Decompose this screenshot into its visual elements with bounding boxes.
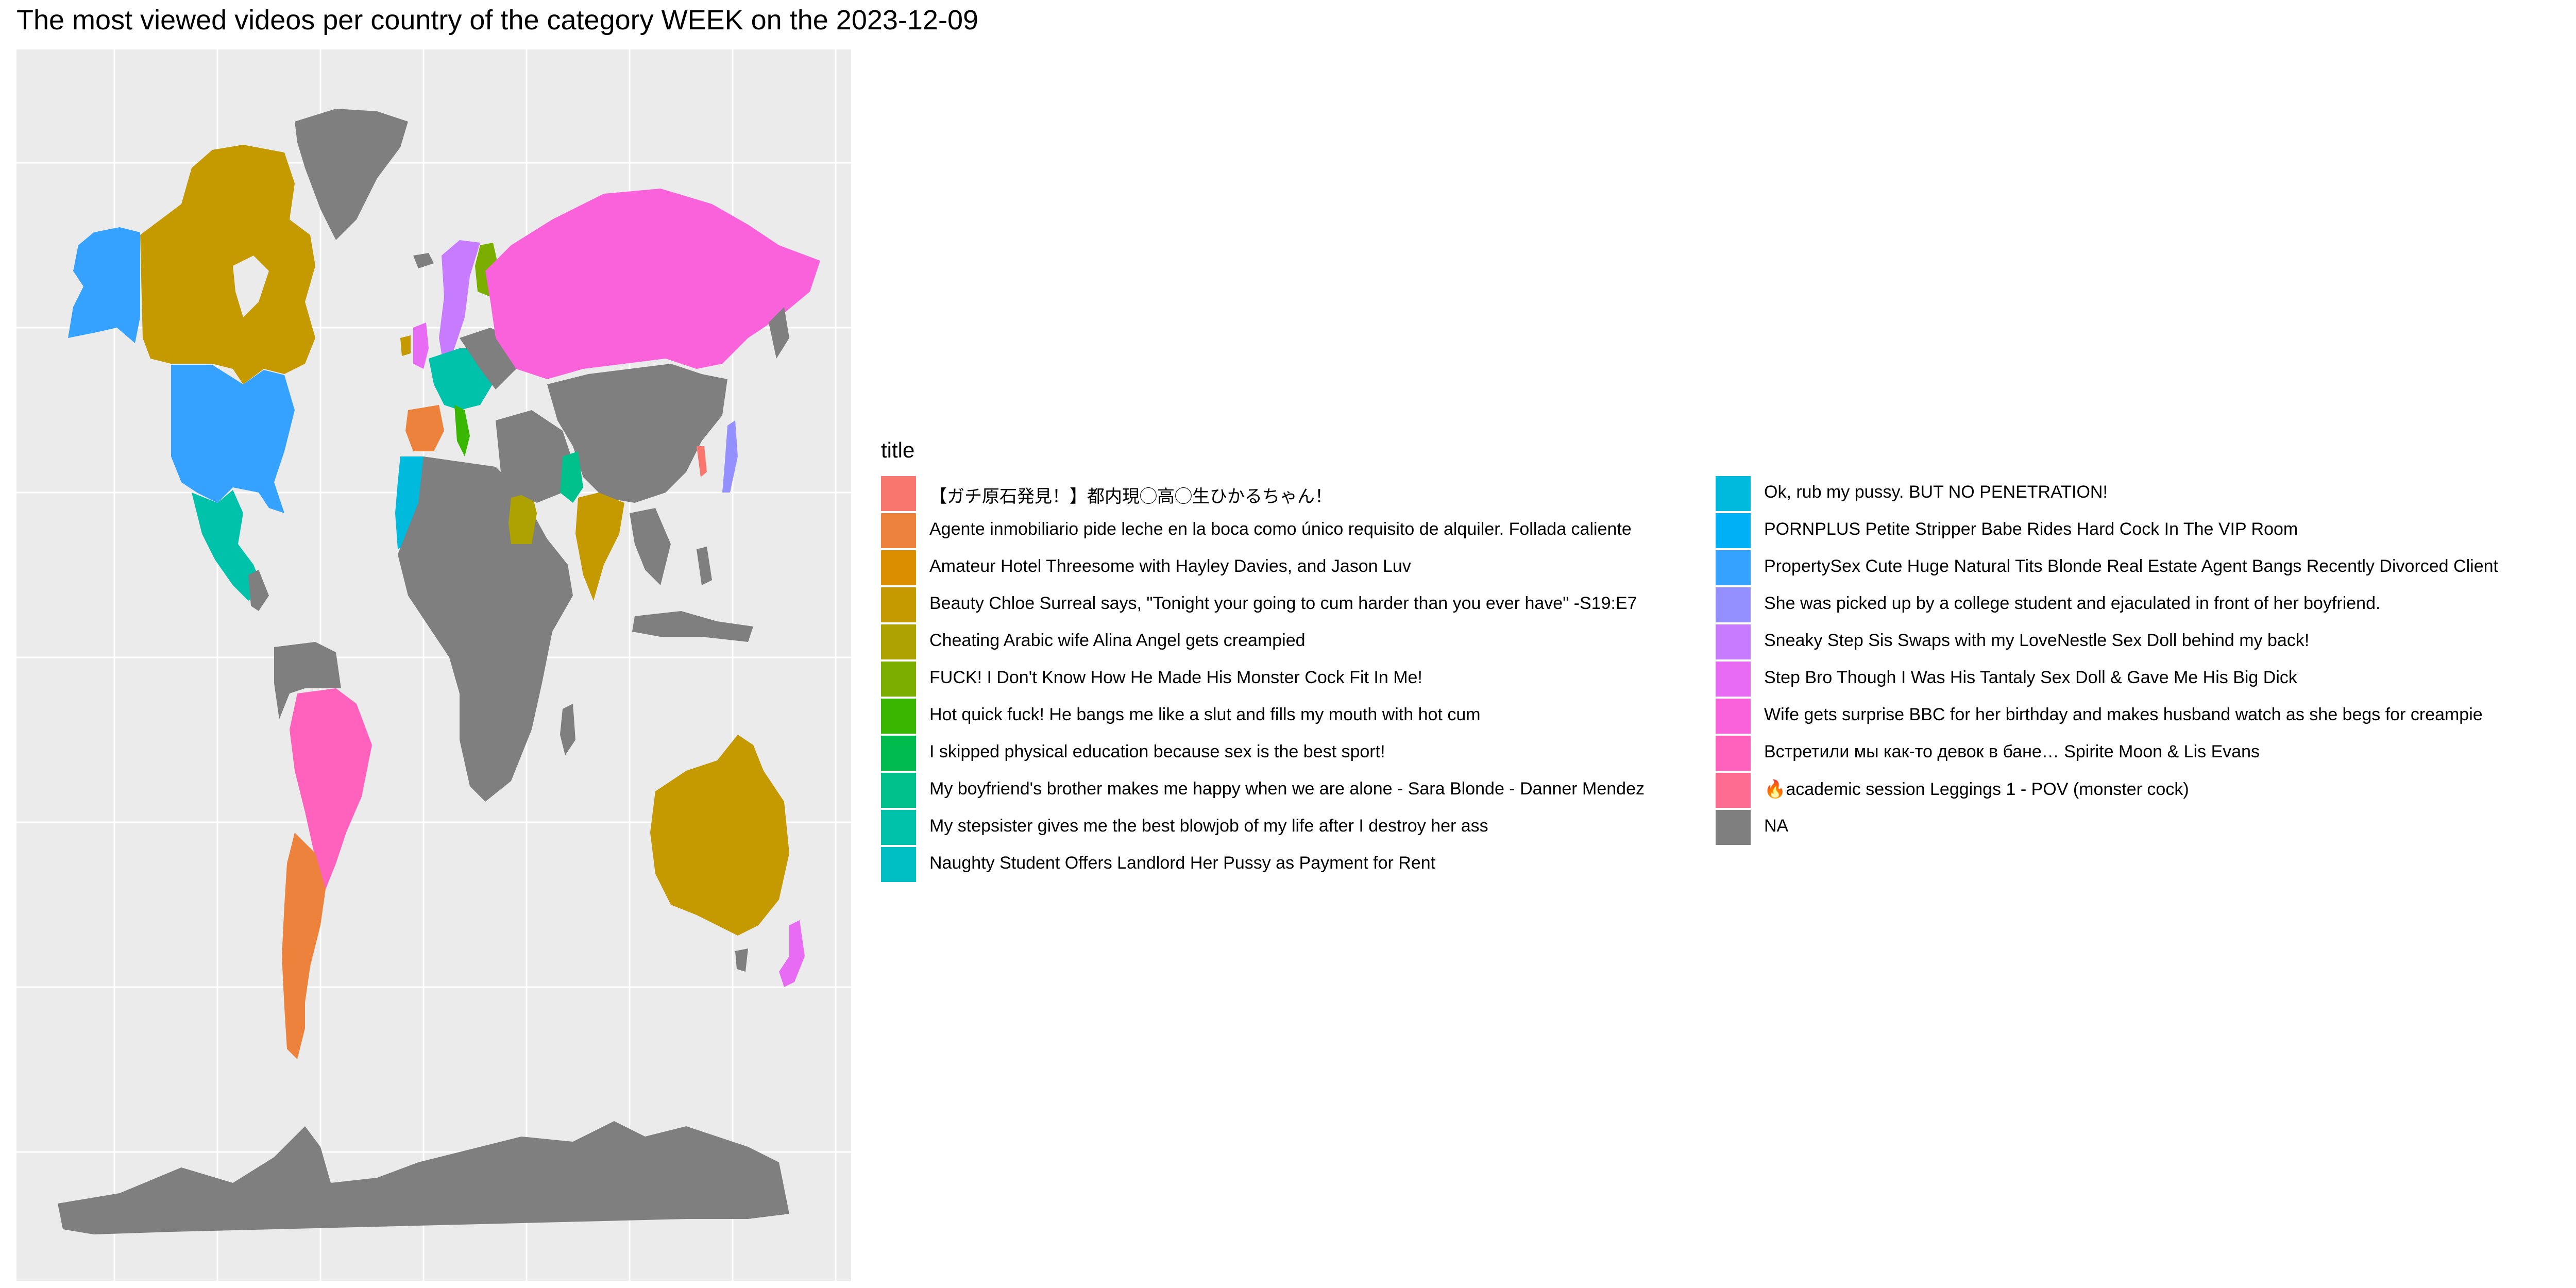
legend-label: FUCK! I Don't Know How He Made His Monst… xyxy=(929,668,1422,687)
legend-label: I skipped physical education because sex… xyxy=(929,742,1385,761)
hudson-bay xyxy=(233,256,269,317)
legend-swatch xyxy=(881,587,916,622)
region-new-zealand xyxy=(779,920,805,987)
legend-label: Sneaky Step Sis Swaps with my LoveNestle… xyxy=(1764,631,2310,650)
legend-label: Cheating Arabic wife Alina Angel gets cr… xyxy=(929,631,1306,650)
map-land xyxy=(58,109,820,1234)
legend-swatch xyxy=(1716,476,1751,511)
legend-swatch xyxy=(881,662,916,697)
region-philippines xyxy=(697,547,712,585)
chart-title: The most viewed videos per country of th… xyxy=(16,5,979,36)
world-map xyxy=(16,49,851,1281)
region-greenland xyxy=(295,109,408,240)
legend-label: 🔥academic session Leggings 1 - POV (mons… xyxy=(1764,779,2189,799)
region-mexico xyxy=(192,490,264,601)
region-brazil xyxy=(290,688,372,889)
legend-label: Встретили мы как-то девок в бане… Spirit… xyxy=(1764,742,2260,761)
region-australia xyxy=(650,735,789,936)
legend-swatch xyxy=(1716,550,1751,585)
legend-swatch xyxy=(1716,587,1751,622)
legend-label: Agente inmobiliario pide leche en la boc… xyxy=(929,519,1632,539)
region-southeast-asia xyxy=(630,508,671,585)
region-alaska xyxy=(68,227,140,343)
legend-label: PropertySex Cute Huge Natural Tits Blond… xyxy=(1764,556,2498,576)
region-scandinavia xyxy=(439,240,480,369)
region-middle-east xyxy=(496,410,573,503)
region-russia xyxy=(485,189,820,379)
region-korea xyxy=(697,446,707,477)
legend-swatch xyxy=(1716,624,1751,659)
region-iberia xyxy=(405,405,444,451)
legend-label: Step Bro Though I Was His Tantaly Sex Do… xyxy=(1764,668,2297,687)
legend-label: NA xyxy=(1764,816,1789,836)
legend-swatch xyxy=(1716,662,1751,697)
legend-swatch xyxy=(881,550,916,585)
legend-swatch xyxy=(1716,810,1751,845)
legend-swatch xyxy=(881,847,916,882)
region-kamchatka xyxy=(769,307,789,359)
legend-swatch xyxy=(881,810,916,845)
region-morocco xyxy=(395,456,429,549)
legend-swatch xyxy=(1716,513,1751,548)
legend-label: PORNPLUS Petite Stripper Babe Rides Hard… xyxy=(1764,519,2298,539)
region-iceland xyxy=(413,253,434,268)
region-central-america xyxy=(248,570,269,611)
legend-swatch xyxy=(881,624,916,659)
legend-swatch xyxy=(881,773,916,808)
region-antarctica xyxy=(58,1121,789,1234)
legend-label: Wife gets surprise BBC for her birthday … xyxy=(1764,705,2483,724)
legend-label: Amateur Hotel Threesome with Hayley Davi… xyxy=(929,556,1411,576)
region-canada xyxy=(140,145,315,384)
region-south-america-north xyxy=(274,642,341,719)
legend-label: Ok, rub my pussy. BUT NO PENETRATION! xyxy=(1764,482,2108,502)
legend-label: 【ガチ原石発見！】都内現◯高◯生ひかるちゃん！ xyxy=(929,487,1332,506)
legend-swatch xyxy=(1716,736,1751,771)
region-japan xyxy=(722,420,738,493)
region-italy xyxy=(454,405,470,456)
legend-swatch xyxy=(881,736,916,771)
region-madagascar xyxy=(560,704,575,755)
region-saudi-arabia xyxy=(509,493,537,544)
legend-label: My boyfriend's brother makes me happy wh… xyxy=(929,779,1645,799)
region-argentina xyxy=(282,833,326,1059)
legend-swatch xyxy=(881,476,916,511)
legend-label: Beauty Chloe Surreal says, "Tonight your… xyxy=(929,594,1637,613)
region-india xyxy=(575,493,624,601)
region-pakistan xyxy=(560,451,583,503)
region-indonesia xyxy=(632,611,753,642)
region-china xyxy=(547,364,727,503)
region-tasmania xyxy=(735,948,748,972)
legend-label: Naughty Student Offers Landlord Her Puss… xyxy=(929,853,1436,873)
legend-label: She was picked up by a college student a… xyxy=(1764,594,2381,613)
legend-swatch xyxy=(881,513,916,548)
region-united-kingdom xyxy=(413,323,429,369)
legend-swatch xyxy=(881,699,916,734)
region-ireland xyxy=(400,335,411,356)
legend-label: Hot quick fuck! He bangs me like a slut … xyxy=(929,705,1481,724)
legend-label: My stepsister gives me the best blowjob … xyxy=(929,816,1488,836)
legend-swatch xyxy=(1716,699,1751,734)
legend-swatch xyxy=(1716,773,1751,808)
region-united-states xyxy=(171,365,295,513)
legend-title: title xyxy=(881,438,915,462)
